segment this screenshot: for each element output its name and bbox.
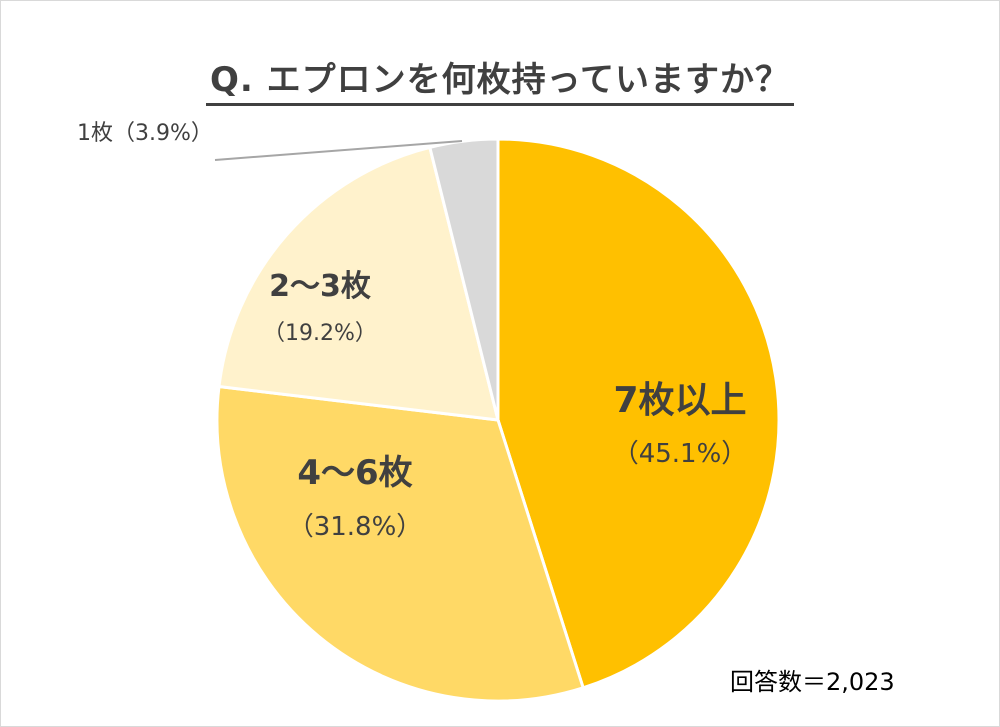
leader-line [214,140,463,161]
slice-label-2: 4～6枚 [297,453,412,493]
pie-slice-3 [217,145,500,422]
pie-slice-4 [428,137,500,421]
chart-title: Q. エプロンを何枚持っていますか？ [0,52,1000,106]
pie-slice-1 [496,137,781,690]
slice-percent-3: （19.2%） [263,321,377,346]
chart-title-text: Q. エプロンを何枚持っていますか？ [206,60,794,106]
response-count-note: 回答数＝2,023 [730,668,895,696]
slice-percent-2: （31.8%） [288,512,423,542]
slice-label-1: 7枚以上 [613,380,746,421]
slice-percent-1: （45.1%） [613,439,748,469]
slice-label-3: 2～3枚 [269,269,371,304]
pie-slice-2 [215,384,586,703]
slice-label-4: 1枚（3.9%） [77,121,213,146]
